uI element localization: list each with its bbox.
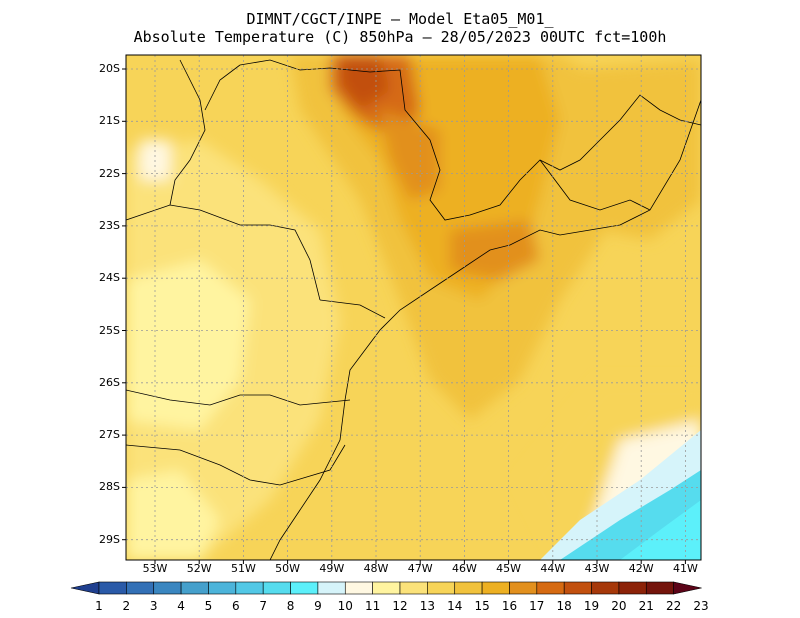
colorbar-swatch [344, 581, 373, 595]
colorbar-swatch [262, 581, 291, 595]
colorbar-swatch [454, 581, 483, 595]
lat-label: 22S [99, 166, 120, 180]
lon-label: 53W [142, 562, 168, 575]
colorbar-label: 15 [474, 599, 490, 613]
colorbar-label: 14 [447, 599, 463, 613]
colorbar-label: 20 [611, 599, 627, 613]
lat-label: 24S [99, 271, 120, 285]
colorbar-label: 4 [177, 599, 185, 613]
state-border-ms-sp [126, 204, 321, 301]
lon-label: 51W [230, 562, 256, 575]
colorbar-label: 8 [286, 599, 295, 613]
axis-ticks [122, 68, 686, 564]
lat-label: 21S [99, 114, 120, 128]
colorbar-label: 10 [337, 599, 353, 613]
river-parana [204, 64, 241, 111]
lat-label: 20S [99, 62, 120, 75]
colorbar-swatch [645, 581, 674, 595]
colorbar-swatch [208, 581, 237, 595]
colorbar-label: 16 [501, 599, 518, 613]
colorbar-label: 12 [392, 599, 408, 613]
colorbar-label: 17 [529, 599, 545, 613]
colorbar-max-arrow [673, 581, 702, 595]
lon-label: 52W [186, 562, 212, 575]
colorbar-swatch [399, 581, 428, 595]
lon-label: 42W [628, 562, 654, 575]
colorbar-label: 2 [122, 599, 131, 613]
colorbar-swatch [235, 581, 264, 595]
colorbar-label: 22 [665, 599, 682, 613]
lon-label: 49W [319, 562, 345, 575]
lat-label: 26S [99, 375, 120, 389]
colorbar-label: 23 [693, 599, 709, 613]
colorbar-swatch [509, 581, 538, 595]
colorbar-swatch [481, 581, 510, 595]
colorbar-swatch [290, 581, 319, 595]
colorbar-swatch [536, 581, 565, 595]
colorbar-swatch [591, 581, 620, 595]
colorbar-label: 1 [95, 599, 103, 613]
figure-title-line1: DIMNT/CGCT/INPE – Model Eta05_M01_ [246, 10, 554, 28]
lon-label: 50W [275, 562, 301, 575]
state-border-mg-sp [239, 59, 701, 221]
lat-label: 23S [99, 218, 120, 232]
lon-label: 41W [672, 562, 698, 575]
state-border-ms-north [169, 59, 206, 206]
state-border-pr-sc [126, 389, 351, 406]
temperature-field [126, 55, 701, 560]
colorbar-label: 11 [364, 599, 381, 613]
state-border-rj-mg [539, 159, 651, 211]
plot-frame [125, 54, 702, 561]
lon-label: 44W [540, 562, 566, 575]
lon-label: 46W [451, 562, 477, 575]
colorbar-swatch [618, 581, 647, 595]
lat-label: 29S [99, 532, 120, 546]
colorbar-label: 9 [314, 599, 322, 613]
colorbar-min-arrow [70, 581, 100, 595]
colorbar-label: 13 [419, 599, 435, 613]
state-border-sp-pr [319, 299, 386, 319]
colorbar-label: 5 [204, 599, 213, 613]
colorbar-label: 6 [231, 599, 240, 613]
colorbar-swatch [126, 581, 155, 595]
colorbar-swatch [427, 581, 456, 595]
colorbar [70, 581, 702, 595]
colorbar-label: 7 [259, 599, 267, 613]
coastline [269, 99, 701, 560]
colorbar-swatch [317, 581, 346, 595]
lat-label: 27S [99, 428, 120, 442]
state-border-sc-rs [126, 444, 346, 486]
lon-label: 47W [407, 562, 433, 575]
colorbar-label: 21 [638, 599, 654, 613]
colorbar-swatch [153, 581, 182, 595]
map-boundaries [126, 59, 701, 560]
lon-label: 45W [496, 562, 522, 575]
lat-lon-grid [126, 55, 701, 560]
figure-title-line2: Absolute Temperature (C) 850hPa – 28/05/… [133, 28, 667, 46]
lon-label: 43W [584, 562, 610, 575]
lon-label: 48W [363, 562, 389, 575]
colorbar-swatch [180, 581, 209, 595]
colorbar-label: 18 [556, 599, 572, 613]
colorbar-label: 19 [583, 599, 600, 613]
colorbar-swatch [563, 581, 592, 595]
lat-label: 25S [99, 323, 120, 337]
lat-label: 28S [99, 480, 120, 494]
colorbar-swatch [372, 581, 401, 595]
colorbar-swatch [98, 581, 127, 595]
colorbar-label: 3 [149, 599, 158, 613]
